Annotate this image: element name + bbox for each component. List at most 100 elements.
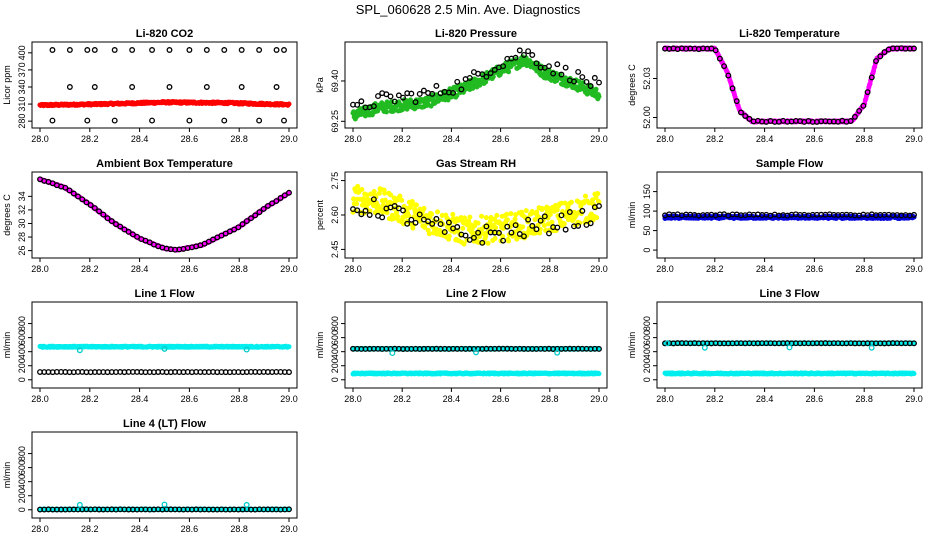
data-point [66,84,73,90]
chart-title: Ambient Box Temperature [96,158,233,170]
data-point [881,49,888,56]
x-tick-label: 28.6 [181,264,199,274]
data-point [248,215,254,222]
data-point [256,117,263,124]
data-point [911,211,917,218]
data-point [550,70,557,77]
x-tick-label: 28.4 [131,394,149,404]
y-axis-label: ml/min [627,202,637,229]
x-tick-label: 28.0 [344,394,362,404]
data-point [512,216,518,222]
x-tick-label: 28.2 [81,134,99,144]
data-point [500,63,507,70]
data-point [558,212,565,219]
data-point [96,208,103,215]
data-point [911,45,917,52]
data-point [429,220,436,227]
data-point [149,117,155,124]
data-point [382,190,388,196]
x-tick-label: 28.6 [806,264,824,274]
y-axis-label: degrees C [2,194,12,236]
y-tick-label: 2.60 [330,206,340,224]
data-point [587,220,594,227]
data-point [733,98,740,105]
x-tick-label: 29.0 [590,394,608,404]
data-point [554,61,561,68]
y-tick-label: 150 [642,184,652,199]
series-primary [350,183,602,247]
data-point [596,346,602,352]
series-outliers [76,345,250,354]
data-point [358,98,365,105]
data-point [506,69,512,75]
data-point [582,193,588,199]
plot-frame [31,41,298,129]
series-black-points [662,45,917,125]
data-point [412,99,419,106]
y-axis-label: percent [315,199,325,230]
data-point [235,224,242,231]
data-point [238,84,245,90]
data-point [437,227,443,233]
x-tick-label: 28.8 [541,394,559,404]
data-point [269,200,276,207]
data-point [596,94,602,100]
y-tick-label: 26 [17,246,27,256]
data-point [260,205,267,212]
data-point [579,74,586,80]
data-point [721,63,728,70]
x-tick-label: 28.0 [656,394,674,404]
x-tick-label: 28.4 [443,394,461,404]
data-point [129,231,136,238]
x-tick-label: 28.4 [756,134,774,144]
data-point [256,209,263,216]
y-tick-label: 800 [17,316,27,331]
y-axis-label: ml/min [2,332,12,359]
x-tick-label: 28.8 [230,394,248,404]
x-tick-label: 28.2 [81,264,99,274]
y-tick-label: 600 [330,330,340,345]
plot-frame [344,301,608,389]
x-tick-label: 28.4 [131,264,149,274]
y-tick-label: 50 [642,226,652,236]
y-tick-label: 0 [642,248,652,253]
data-point [520,233,527,240]
data-point [529,222,536,229]
data-point [516,231,523,237]
data-point [273,47,280,53]
plot-area [662,45,917,125]
data-point [450,211,456,217]
data-point [541,213,548,220]
y-tick-label: 600 [642,330,652,345]
plot-area [37,47,292,124]
data-point [725,72,732,79]
data-point [873,58,879,64]
data-point [546,230,552,237]
data-point [490,74,496,80]
data-point [575,68,582,75]
data-point [485,240,491,246]
plot-area [350,183,602,247]
figure-title: SPL_060628 2.5 Min. Ave. Diagnostics [355,2,581,17]
data-point [911,371,917,377]
data-point [146,239,153,246]
data-point [354,207,361,214]
y-axis-label: degrees C [627,64,637,106]
series-outliers [389,349,561,357]
y-tick-label: 400 [642,344,652,359]
data-point [382,197,388,203]
data-point [286,189,292,196]
data-point [851,113,858,120]
data-point [495,229,502,236]
data-point [391,98,398,105]
chart-title: Li-820 Temperature [739,28,840,40]
data-point [62,184,69,191]
data-point [479,239,486,246]
y-tick-label: 28 [17,232,27,242]
data-point [75,193,81,200]
x-tick-label: 28.2 [706,264,724,274]
data-point [379,214,386,221]
data-point [877,53,884,60]
